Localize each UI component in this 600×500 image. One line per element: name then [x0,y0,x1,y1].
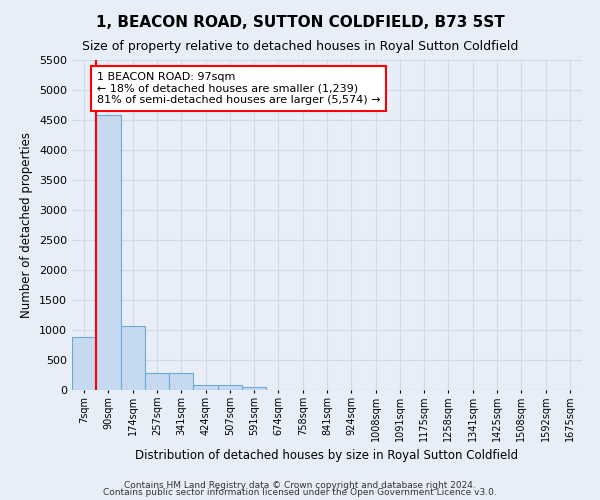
Text: Contains HM Land Registry data © Crown copyright and database right 2024.: Contains HM Land Registry data © Crown c… [124,480,476,490]
X-axis label: Distribution of detached houses by size in Royal Sutton Coldfield: Distribution of detached houses by size … [136,450,518,462]
Bar [242,386,266,390]
Text: Size of property relative to detached houses in Royal Sutton Coldfield: Size of property relative to detached ho… [82,40,518,53]
Bar [72,337,96,390]
Text: 1 BEACON ROAD: 97sqm
← 18% of detached houses are smaller (1,239)
81% of semi-de: 1 BEACON ROAD: 97sqm ← 18% of detached h… [97,72,380,105]
Text: Contains public sector information licensed under the Open Government Licence v3: Contains public sector information licen… [103,488,497,497]
Y-axis label: Number of detached properties: Number of detached properties [20,132,34,318]
Bar [121,326,145,390]
Bar [96,115,121,390]
Bar [218,385,242,390]
Bar [145,373,169,390]
Bar [193,385,218,390]
Text: 1, BEACON ROAD, SUTTON COLDFIELD, B73 5ST: 1, BEACON ROAD, SUTTON COLDFIELD, B73 5S… [95,15,505,30]
Bar [169,373,193,390]
